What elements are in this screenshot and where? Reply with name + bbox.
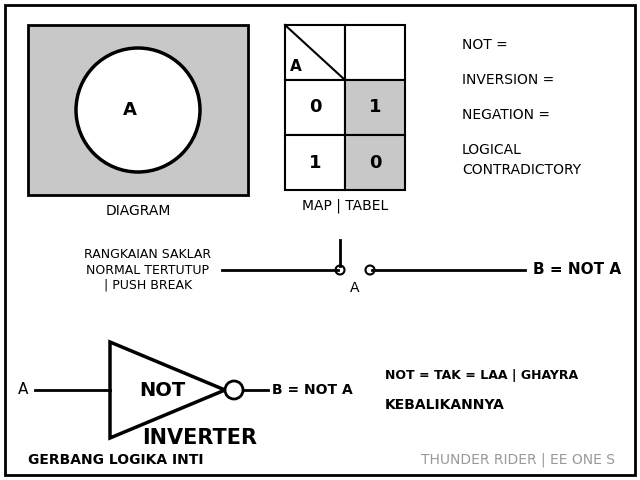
Text: INVERTER: INVERTER bbox=[143, 428, 257, 448]
Text: LOGICAL: LOGICAL bbox=[462, 143, 522, 157]
Bar bbox=[345, 135, 405, 190]
Text: THUNDER RIDER | EE ONE S: THUNDER RIDER | EE ONE S bbox=[421, 453, 615, 467]
Text: | PUSH BREAK: | PUSH BREAK bbox=[104, 278, 192, 291]
Text: KEBALIKANNYA: KEBALIKANNYA bbox=[385, 398, 505, 412]
Text: 0: 0 bbox=[369, 154, 381, 171]
Text: NOT: NOT bbox=[140, 381, 186, 399]
Text: NEGATION =: NEGATION = bbox=[462, 108, 550, 122]
Bar bbox=[285, 80, 345, 135]
Text: A: A bbox=[350, 281, 360, 295]
Bar bbox=[28, 25, 248, 195]
Text: B = NOT A: B = NOT A bbox=[272, 383, 353, 397]
Circle shape bbox=[76, 48, 200, 172]
Circle shape bbox=[365, 265, 374, 275]
Circle shape bbox=[225, 381, 243, 399]
Text: A: A bbox=[123, 101, 137, 119]
Text: A: A bbox=[290, 59, 301, 74]
Text: MAP | TABEL: MAP | TABEL bbox=[302, 199, 388, 213]
Bar bbox=[345, 80, 405, 135]
Text: B = NOT A: B = NOT A bbox=[533, 263, 621, 277]
Text: A: A bbox=[18, 383, 28, 397]
Text: NOT = TAK = LAA | GHAYRA: NOT = TAK = LAA | GHAYRA bbox=[385, 369, 578, 382]
Text: GERBANG LOGIKA INTI: GERBANG LOGIKA INTI bbox=[28, 453, 204, 467]
Bar bbox=[345, 25, 405, 80]
Circle shape bbox=[335, 265, 344, 275]
Bar bbox=[285, 25, 345, 80]
Text: NOT =: NOT = bbox=[462, 38, 508, 52]
Text: DIAGRAM: DIAGRAM bbox=[106, 204, 171, 218]
Text: 1: 1 bbox=[369, 98, 381, 117]
Text: CONTRADICTORY: CONTRADICTORY bbox=[462, 163, 581, 177]
Text: INVERSION =: INVERSION = bbox=[462, 73, 554, 87]
Bar bbox=[285, 135, 345, 190]
Text: NORMAL TERTUTUP: NORMAL TERTUTUP bbox=[86, 264, 209, 276]
Text: 0: 0 bbox=[308, 98, 321, 117]
Polygon shape bbox=[110, 342, 225, 438]
Text: RANGKAIAN SAKLAR: RANGKAIAN SAKLAR bbox=[84, 249, 212, 262]
Text: 1: 1 bbox=[308, 154, 321, 171]
